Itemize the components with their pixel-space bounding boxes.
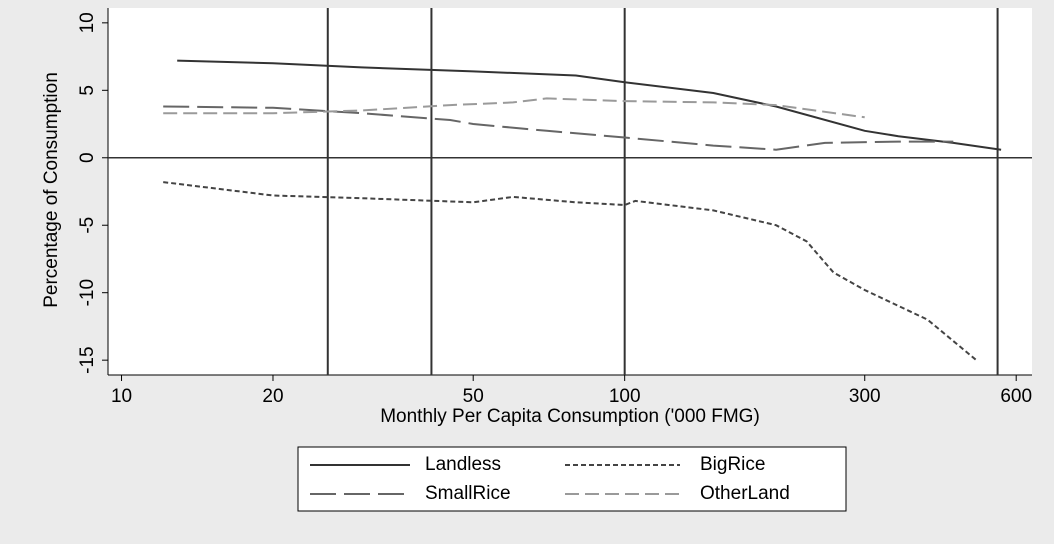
- y-tick-label: 0: [77, 152, 98, 163]
- legend-label: OtherLand: [700, 483, 790, 504]
- plot-area: [108, 8, 1032, 375]
- legend-label: Landless: [425, 454, 501, 475]
- x-tick-label: 100: [609, 386, 641, 407]
- y-tick-label: 5: [77, 85, 98, 96]
- x-tick-label: 10: [111, 386, 132, 407]
- y-tick-label: 10: [77, 12, 98, 33]
- y-tick-label: -5: [77, 217, 98, 234]
- series-line: [163, 105, 954, 151]
- series-line: [177, 59, 1002, 151]
- x-tick-label: 600: [1000, 386, 1032, 407]
- y-tick-label: -10: [77, 279, 98, 306]
- x-tick-label: 20: [262, 386, 283, 407]
- series-line: [163, 97, 865, 119]
- y-tick-label: -15: [77, 346, 98, 373]
- legend-box: [297, 446, 847, 512]
- legend-label: BigRice: [700, 454, 765, 475]
- y-axis-label: Percentage of Consumption: [41, 72, 62, 308]
- legend-label: SmallRice: [425, 483, 511, 504]
- x-axis-label: Monthly Per Capita Consumption ('000 FMG…: [380, 406, 760, 427]
- series-line: [163, 181, 978, 361]
- x-tick-label: 50: [463, 386, 484, 407]
- x-tick-label: 300: [849, 386, 881, 407]
